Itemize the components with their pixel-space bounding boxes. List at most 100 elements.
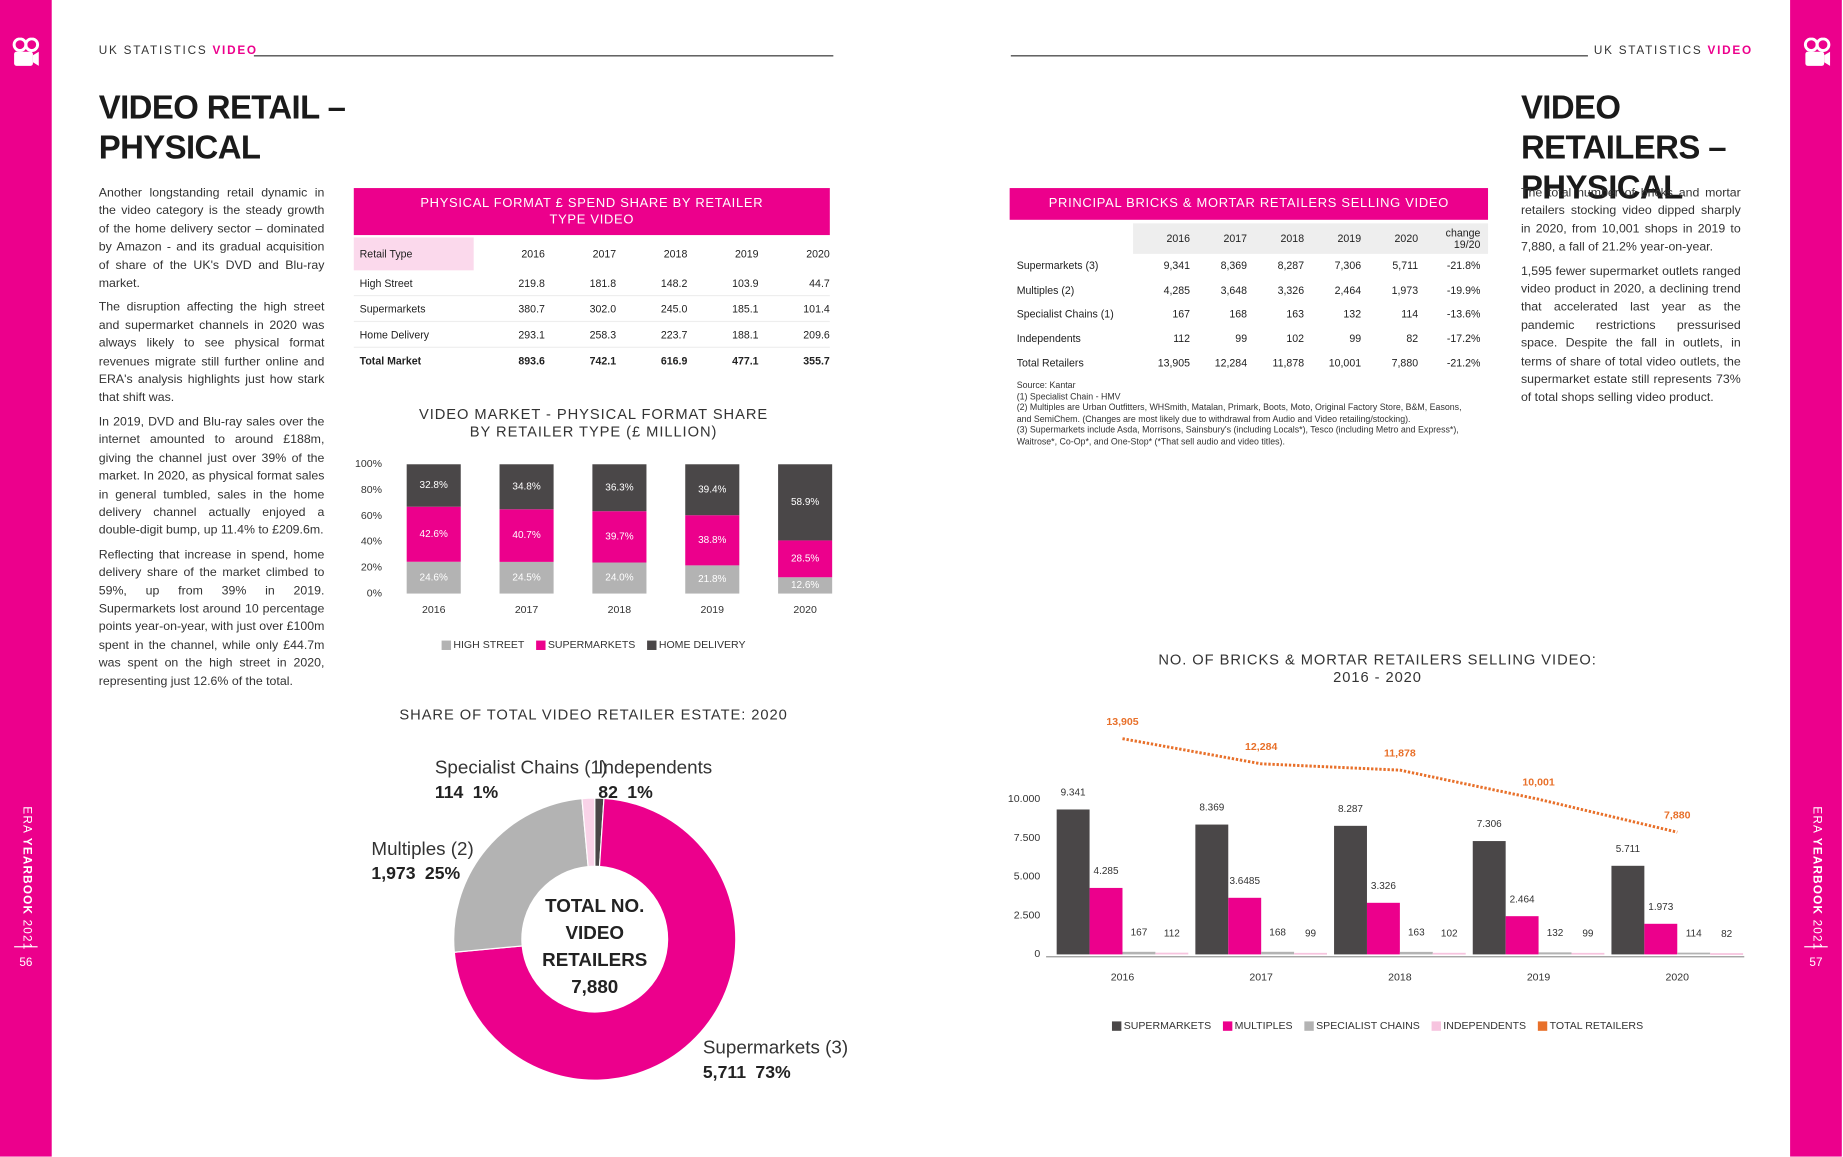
table-cell: -19.9% (1446, 284, 1481, 297)
table-cell: 5,711 (1392, 260, 1419, 272)
table-row: Supermarkets (3) 9,341 8,369 8,287 7,306 5,71… (1010, 254, 1488, 278)
note: (1) Specialist Chain - HMV (1016, 390, 1121, 402)
header-cells: 2016 2017 2018 2019 2020 change 19/20 (1133, 223, 1489, 254)
table-notes: Source: Kantar (1) Specialist Chain - HMV… (1017, 380, 1478, 448)
slice-value: 1,973 (371, 863, 415, 883)
legend-swatch (647, 640, 657, 650)
table-row: High Street 219.8 181.8 148.2 103.9 44.7 (353, 270, 830, 297)
slice-value: 114 (435, 782, 464, 802)
slice-share: 25% (425, 863, 461, 883)
table-cell: 355.7 (803, 354, 830, 367)
legend-swatch (441, 640, 452, 650)
data-label: 82 (1721, 929, 1733, 940)
data-label: 168 (1269, 928, 1286, 939)
bar-segment (499, 464, 554, 510)
bar (1472, 841, 1506, 955)
legend-swatch (536, 640, 546, 650)
donut-slice (594, 797, 605, 868)
data-label: 2.464 (1510, 894, 1535, 905)
y-tick-label: 100% (355, 458, 383, 470)
bar (1056, 809, 1090, 955)
table-cell: 209.6 (803, 328, 830, 341)
header-blank (1010, 223, 1133, 254)
table-cell: 168 (1229, 308, 1248, 321)
slice-name: Specialist Chains (1) (435, 757, 607, 778)
header-cell: 2020 (1394, 232, 1419, 245)
y-tick-label: 2.500 (1014, 909, 1041, 921)
data-label: 12.6% (791, 580, 819, 591)
table-cell: -21.8% (1446, 260, 1481, 272)
bar-segment (685, 565, 740, 594)
table-cell: 185.1 (732, 302, 759, 315)
header-rule (253, 55, 834, 57)
slice-value: 82 (598, 782, 618, 802)
note: (2) Multiples are Urban Outfitters, WHSm… (1016, 402, 1462, 425)
slice-share: 1% (627, 782, 653, 802)
slice-name: Independents (598, 757, 712, 778)
section-header: UK STATISTICS VIDEO (1593, 44, 1753, 58)
data-label: 102 (1441, 929, 1458, 940)
bar-segment (406, 561, 461, 594)
body-text: The total number of bricks and mortar re… (1521, 185, 1741, 414)
divider (1804, 946, 1828, 948)
retailers-table: PRINCIPAL BRICKS & MORTAR RETAILERS SELL… (1009, 188, 1489, 375)
table-cell: 44.7 (809, 276, 830, 289)
center-value: 7,880 (571, 977, 619, 998)
camera-icon (12, 37, 40, 66)
table-cell: 1,973 (1391, 284, 1419, 297)
x-tick-label: 2019 (1527, 972, 1551, 984)
bar-segment (592, 464, 647, 512)
bar-segment (685, 464, 740, 516)
table-cell: 4,285 (1163, 284, 1191, 297)
table-cell: 148.2 (660, 276, 688, 289)
table-row: Specialist Chains (1) 167 168 163 132 114 -13.… (1010, 302, 1488, 326)
table-header: Retail Type 2016 2017 2018 2019 2020 (353, 237, 830, 271)
data-label: 5.711 (1616, 844, 1641, 855)
bar-segment (778, 464, 833, 541)
table-header: 2016 2017 2018 2019 2020 change 19/20 (1010, 223, 1489, 254)
sidebar-text: ERA YEARBOOK 2021 (1810, 806, 1824, 951)
legend: SUPERMARKETS MULTIPLES SPECIALIST CHAINS IN… (1111, 1020, 1643, 1032)
bar-segment (592, 511, 647, 563)
legend-swatch (1111, 1021, 1122, 1031)
data-label: 7,880 (1664, 809, 1691, 821)
x-tick-label: 2017 (515, 604, 539, 616)
data-label: 9.341 (1061, 788, 1086, 799)
center-label: TOTAL NO. VIDEO RETAILERS (542, 896, 648, 971)
table-cell: 103.9 (732, 276, 759, 289)
data-label: 99 (1582, 929, 1594, 940)
table-cell: 616.9 (660, 354, 688, 367)
x-tick-label: 2016 (1111, 972, 1135, 984)
data-label: 42.6% (420, 529, 448, 540)
x-tick-label: 2020 (1666, 972, 1690, 984)
data-label: 7.306 (1477, 819, 1502, 830)
table-row: Home Delivery 293.1 258.3 223.7 188.1 209.6 (353, 322, 830, 348)
table-cell: 102 (1286, 332, 1305, 345)
header-cell: 2016 (1166, 232, 1191, 245)
data-label: 24.6% (420, 572, 448, 583)
sidebar-text: ERA YEARBOOK 2021 (19, 806, 33, 951)
table-cell: Supermarkets (359, 302, 426, 315)
bar-segment (406, 506, 461, 562)
page-number: 56 (19, 956, 33, 970)
y-tick-label: 40% (361, 536, 383, 548)
data-label: 40.7% (512, 530, 540, 541)
data-label: 4.285 (1094, 866, 1119, 877)
header-cell: 2020 (806, 248, 830, 260)
y-tick-label: 80% (361, 484, 383, 496)
data-label: 24.5% (512, 572, 540, 583)
data-label: 13,905 (1106, 716, 1138, 728)
paragraph: The disruption affecting the high street… (98, 300, 325, 405)
table-cell: 302.0 (589, 302, 617, 315)
data-label: 8.287 (1338, 804, 1363, 815)
y-tick-label: 5.000 (1014, 871, 1041, 883)
left-sidebar (0, 0, 52, 1157)
chart-title: SHARE OF TOTAL VIDEO RETAILER ESTATE: 20… (399, 708, 787, 724)
table-cell: Home Delivery (359, 328, 430, 341)
bar (1677, 952, 1711, 955)
right-sidebar (1790, 0, 1842, 1157)
data-label: 39.4% (698, 484, 726, 495)
table-cell: 7,880 (1391, 356, 1419, 369)
paragraph: Reflecting that increase in spend, home … (98, 547, 325, 689)
